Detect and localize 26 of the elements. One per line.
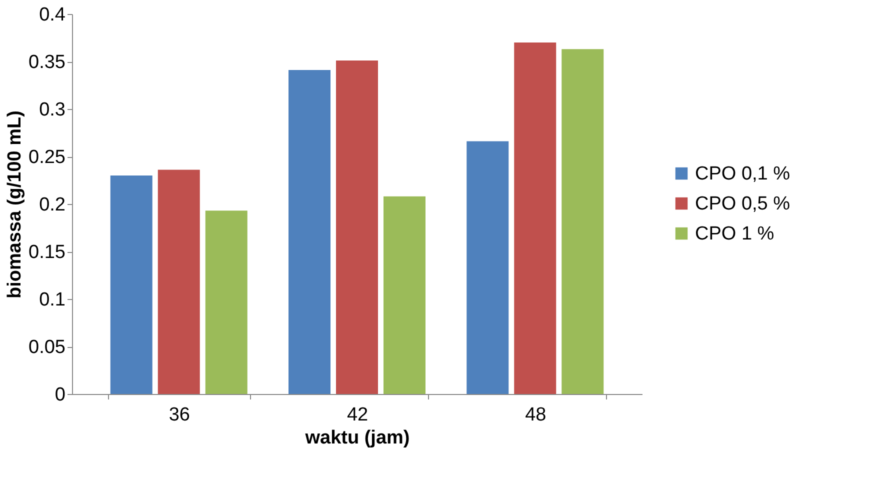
legend-label: CPO 0,1 % — [695, 164, 790, 184]
y-tick-label: 0.15 — [28, 242, 66, 263]
y-tick-label: 0.25 — [28, 147, 66, 168]
bar — [336, 60, 378, 394]
x-axis-title: waktu (jam) — [304, 428, 410, 448]
y-tick-label: 0.35 — [28, 52, 66, 73]
y-tick-label: 0.05 — [28, 337, 66, 358]
bar — [514, 42, 556, 394]
y-tick-label: 0.2 — [39, 194, 66, 216]
bar — [384, 196, 426, 394]
y-tick-label: 0.4 — [39, 4, 66, 26]
bar — [158, 170, 200, 394]
y-tick-label: 0.3 — [39, 100, 66, 120]
bar — [205, 210, 248, 394]
y-tick-label: 0.1 — [39, 290, 66, 310]
bar — [466, 141, 509, 394]
x-tick-label: 48 — [525, 404, 546, 426]
bar — [562, 49, 604, 394]
x-tick-label: 42 — [346, 404, 368, 426]
y-tick-label: 0 — [54, 384, 66, 406]
bar — [288, 70, 330, 394]
legend-label: CPO 0,5 % — [695, 194, 790, 214]
bar — [110, 176, 152, 394]
y-axis-title: biomassa (g/100 mL) — [4, 110, 26, 298]
x-tick-label: 36 — [168, 404, 190, 426]
legend-label: CPO 1 % — [695, 224, 774, 244]
